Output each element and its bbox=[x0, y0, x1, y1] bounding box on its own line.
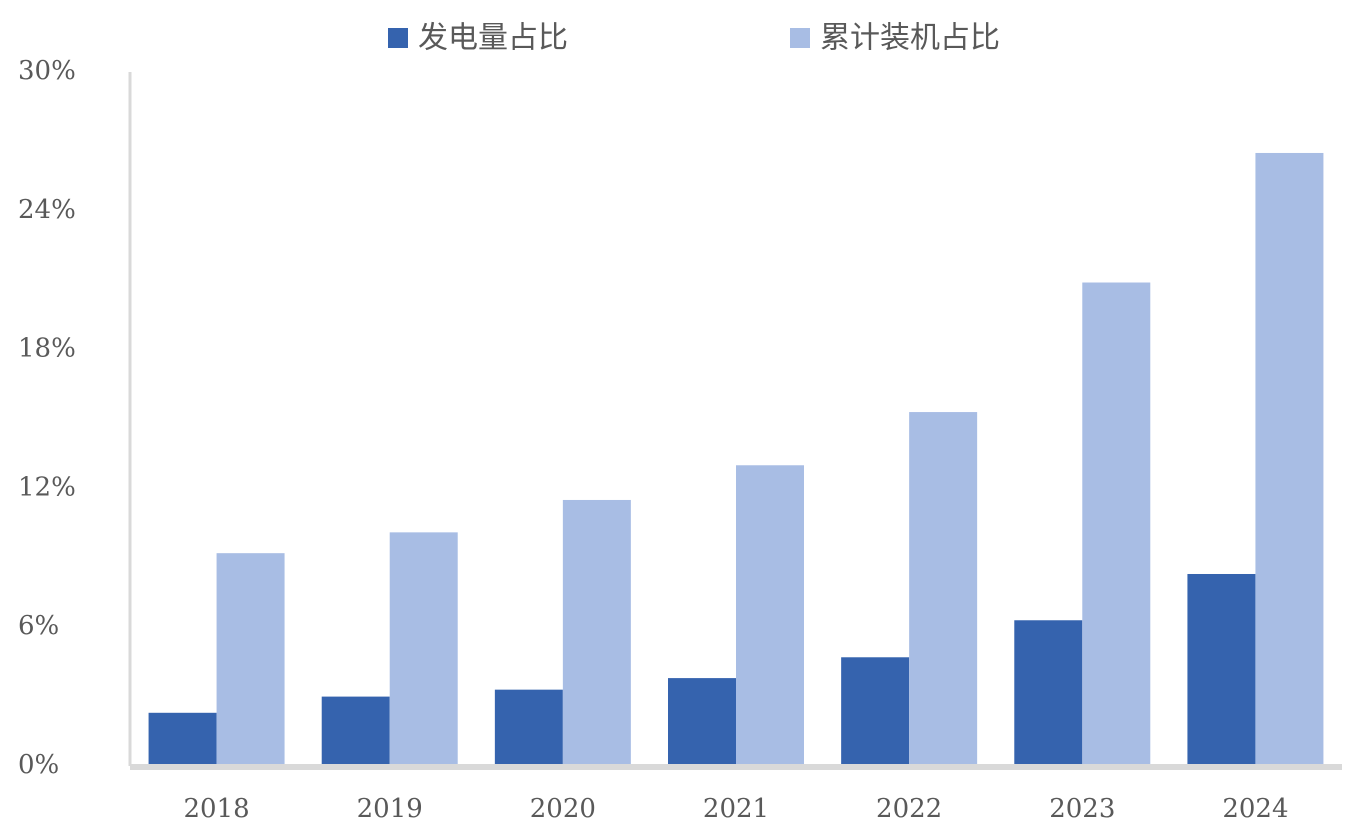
y-axis: 0% 6% 12% 18% 24% 30% bbox=[18, 56, 132, 780]
x-axis-line bbox=[130, 764, 1342, 770]
bar-generation-share-2024 bbox=[1187, 573, 1256, 766]
bar-generation-share-2019 bbox=[321, 696, 390, 766]
bar-capacity-share-2022 bbox=[909, 412, 978, 766]
x-tick-label: 2019 bbox=[357, 794, 423, 824]
y-tick-label: 24% bbox=[18, 195, 76, 225]
legend: 发电量占比 累计装机占比 bbox=[388, 21, 1000, 56]
legend-swatch-capacity-share bbox=[790, 28, 810, 48]
bar-capacity-share-2024 bbox=[1255, 152, 1324, 766]
bar-generation-share-2020 bbox=[494, 689, 563, 766]
y-tick-label: 18% bbox=[18, 334, 76, 364]
bar-capacity-share-2019 bbox=[389, 532, 458, 766]
bar-capacity-share-2020 bbox=[562, 499, 631, 766]
x-axis: 2018 2019 2020 2021 2022 2023 2024 bbox=[130, 764, 1342, 824]
bar-generation-share-2018 bbox=[148, 712, 217, 766]
legend-label-generation-share: 发电量占比 bbox=[418, 21, 568, 56]
x-tick-label: 2021 bbox=[703, 794, 769, 824]
legend-swatch-generation-share bbox=[388, 28, 408, 48]
x-tick-label: 2024 bbox=[1222, 794, 1288, 824]
y-tick-label: 12% bbox=[18, 472, 76, 502]
bar-capacity-share-2021 bbox=[736, 465, 804, 766]
y-tick-label: 0% bbox=[18, 750, 59, 780]
x-tick-label: 2022 bbox=[876, 794, 942, 824]
bar-capacity-share-2023 bbox=[1082, 282, 1151, 766]
y-tick-label: 6% bbox=[18, 611, 59, 641]
bar-capacity-share-2018 bbox=[216, 553, 285, 766]
x-tick-label: 2020 bbox=[530, 794, 596, 824]
bar-generation-share-2021 bbox=[668, 678, 736, 766]
bar-generation-share-2023 bbox=[1014, 620, 1083, 766]
bar-generation-share-2022 bbox=[841, 657, 910, 766]
x-tick-label: 2023 bbox=[1049, 794, 1115, 824]
y-tick-label: 30% bbox=[18, 56, 76, 86]
bars bbox=[148, 152, 1324, 766]
legend-label-capacity-share: 累计装机占比 bbox=[820, 21, 1000, 56]
x-tick-label: 2018 bbox=[183, 794, 249, 824]
